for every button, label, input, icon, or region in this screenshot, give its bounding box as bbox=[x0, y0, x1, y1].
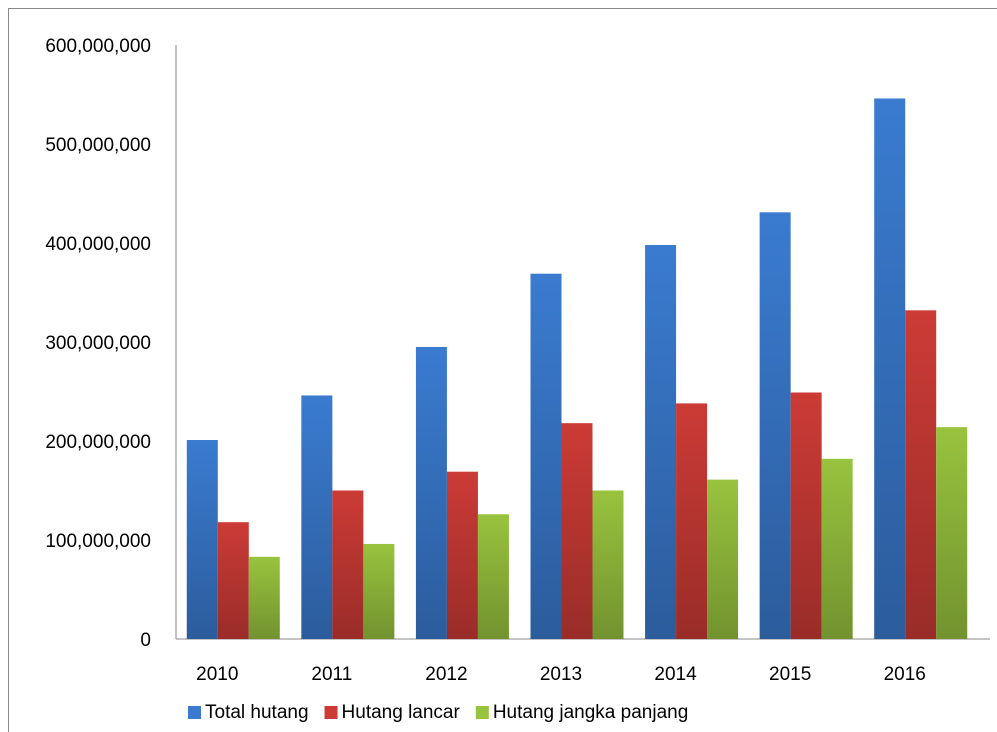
y-tick-label: 300,000,000 bbox=[45, 333, 151, 354]
bar bbox=[592, 490, 624, 639]
bar bbox=[217, 522, 249, 639]
frame bbox=[8, 8, 997, 732]
x-tick-label: 2016 bbox=[884, 664, 926, 685]
x-tick-label: 2014 bbox=[654, 664, 697, 685]
legend-label: Hutang lancar bbox=[342, 702, 461, 723]
y-tick-label: 500,000,000 bbox=[45, 135, 151, 156]
y-tick-label: 100,000,000 bbox=[45, 531, 151, 552]
y-tick-label: 200,000,000 bbox=[45, 432, 151, 453]
bar bbox=[905, 310, 937, 639]
legend-swatch bbox=[324, 706, 338, 719]
x-tick-label: 2010 bbox=[196, 664, 238, 685]
y-tick-label: 400,000,000 bbox=[45, 234, 151, 255]
bar bbox=[676, 403, 708, 639]
legend-swatch bbox=[188, 706, 201, 719]
bar bbox=[759, 212, 791, 639]
bar bbox=[248, 556, 280, 639]
legend-swatch bbox=[475, 706, 489, 719]
bar bbox=[301, 395, 333, 639]
bar bbox=[186, 440, 218, 639]
bar bbox=[363, 543, 395, 639]
x-tick-label: 2013 bbox=[540, 664, 582, 685]
bar bbox=[477, 514, 509, 639]
bar bbox=[790, 392, 822, 639]
bar bbox=[821, 458, 853, 639]
x-tick-label: 2011 bbox=[311, 664, 352, 685]
bar bbox=[874, 98, 906, 639]
bar bbox=[707, 479, 739, 639]
legend-label: Hutang jangka panjang bbox=[493, 702, 688, 723]
y-tick-label: 600,000,000 bbox=[45, 36, 151, 57]
legend-label: Total hutang bbox=[205, 702, 309, 723]
x-tick-label: 2015 bbox=[769, 664, 811, 685]
bar bbox=[415, 346, 447, 639]
bar bbox=[561, 423, 593, 639]
bar bbox=[332, 490, 364, 639]
bar bbox=[645, 244, 677, 640]
y-tick-label: 0 bbox=[140, 630, 151, 651]
bar bbox=[530, 273, 562, 639]
bar bbox=[446, 471, 478, 639]
bar bbox=[936, 427, 968, 639]
x-tick-label: 2012 bbox=[425, 664, 467, 685]
